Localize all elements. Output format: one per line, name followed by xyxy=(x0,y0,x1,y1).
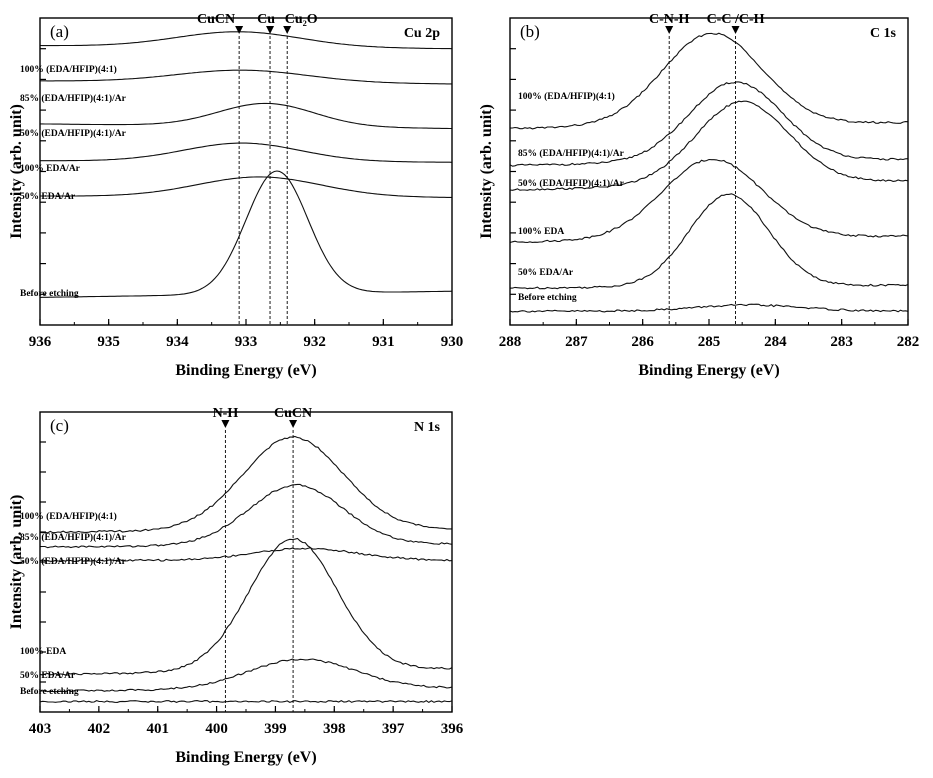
series-line-6 xyxy=(39,699,453,704)
peak-marker-2 xyxy=(266,26,275,34)
series-label-3: 50% (EDA/HFIP)(4:1)/Ar xyxy=(20,128,127,139)
panel-c: 100% (EDA/HFIP)(4:1) 85% (EDA/HFIP)(4:1)/… xyxy=(8,406,464,766)
peak-marker-1 xyxy=(235,26,244,34)
x-tick-label-7: 282 xyxy=(897,334,920,350)
series-line-3 xyxy=(40,102,452,130)
peak-marker-2 xyxy=(731,26,740,34)
peak-label-2: C-C /C-H xyxy=(707,12,765,27)
series-label-5: 50% EDA/Ar xyxy=(20,671,76,681)
panel-label: (a) xyxy=(50,22,69,41)
y-axis-title: Intensity (arb. unit) xyxy=(478,104,495,239)
x-tick-label-4: 285 xyxy=(698,334,721,350)
x-tick-label-2: 935 xyxy=(97,334,120,350)
y-axis-title: Intensity (arb. unit) xyxy=(8,104,25,239)
region-label: C 1s xyxy=(870,26,897,41)
series-label-6: Before etching xyxy=(518,293,577,303)
x-tick-label-8: 396 xyxy=(441,721,464,737)
peak-marker-1 xyxy=(221,420,230,428)
series-label-4: 100% EDA xyxy=(518,227,564,237)
x-tick-label-7: 397 xyxy=(382,721,405,737)
x-tick-label-1: 288 xyxy=(499,334,522,350)
x-tick-label-5: 932 xyxy=(303,334,326,350)
x-tick-label-3: 934 xyxy=(166,334,189,350)
series-label-2: 85% (EDA/HFIP)(4:1)/Ar xyxy=(518,148,625,159)
x-tick-label-4: 400 xyxy=(205,721,228,737)
series-label-4: 100% EDA/Ar xyxy=(20,164,81,174)
peak-label-2: Cu xyxy=(257,12,275,27)
peak-marker-1 xyxy=(665,26,674,34)
x-tick-label-6: 398 xyxy=(323,721,346,737)
peak-marker-2 xyxy=(289,420,298,428)
x-tick-label-6: 283 xyxy=(830,334,853,350)
x-axis-title: Binding Energy (eV) xyxy=(175,749,316,766)
series-label-5: 50% EDA/Ar xyxy=(518,268,574,278)
series-line-5 xyxy=(509,193,909,290)
series-label-6: Before etching xyxy=(20,687,79,697)
x-tick-label-4: 933 xyxy=(235,334,258,350)
plot-frame xyxy=(509,17,909,326)
panel-a: 100% (EDA/HFIP)(4:1) 85% (EDA/HFIP)(4:1)/… xyxy=(8,12,463,379)
x-tick-label-7: 930 xyxy=(441,334,464,350)
x-tick-label-6: 931 xyxy=(372,334,395,350)
panel-label: (b) xyxy=(520,22,540,41)
x-axis-title: Binding Energy (eV) xyxy=(175,362,316,379)
x-tick-label-2: 287 xyxy=(565,334,588,350)
x-tick-label-5: 399 xyxy=(264,721,287,737)
series-line-4 xyxy=(39,537,453,676)
series-label-1: 100% (EDA/HFIP)(4:1) xyxy=(518,91,615,102)
x-tick-label-3: 286 xyxy=(631,334,654,350)
series-line-1 xyxy=(509,32,909,130)
series-line-5 xyxy=(39,658,453,693)
x-tick-label-1: 403 xyxy=(29,721,52,737)
y-axis-title: Intensity (arb. unit) xyxy=(8,495,25,630)
series-label-3: 50% (EDA/HFIP)(4:1)/Ar xyxy=(20,556,127,567)
x-tick-label-2: 402 xyxy=(88,721,111,737)
series-label-6: Before etching xyxy=(20,289,79,299)
x-tick-label-3: 401 xyxy=(146,721,169,737)
panel-label: (c) xyxy=(50,416,69,435)
series-line-3 xyxy=(509,100,909,191)
series-line-4 xyxy=(509,158,909,244)
x-tick-label-1: 936 xyxy=(29,334,52,350)
series-line-6 xyxy=(509,303,909,313)
series-label-1: 100% (EDA/HFIP)(4:1) xyxy=(20,64,117,75)
series-line-6 xyxy=(39,170,453,298)
peak-label-3: Cu₂O xyxy=(285,12,318,27)
peak-label-2: CuCN xyxy=(274,406,312,421)
region-label: Cu 2p xyxy=(404,26,440,41)
series-line-4 xyxy=(40,142,453,163)
series-line-1 xyxy=(39,31,453,50)
series-line-2 xyxy=(39,483,453,549)
series-line-1 xyxy=(39,435,452,534)
series-label-3: 50% (EDA/HFIP)(4:1)/Ar xyxy=(518,178,625,189)
x-tick-label-5: 284 xyxy=(764,334,787,350)
series-line-3 xyxy=(39,547,453,563)
region-label: N 1s xyxy=(414,420,441,435)
series-label-2: 85% (EDA/HFIP)(4:1)/Ar xyxy=(20,532,127,543)
peak-label-1: C-N-H xyxy=(649,12,690,27)
series-label-1: 100% (EDA/HFIP)(4:1) xyxy=(20,511,117,522)
series-label-2: 85% (EDA/HFIP)(4:1)/Ar xyxy=(20,93,127,104)
x-axis-title: Binding Energy (eV) xyxy=(638,362,779,379)
peak-label-1: CuCN xyxy=(197,12,235,27)
peak-label-1: N-H xyxy=(213,406,239,421)
series-line-2 xyxy=(40,69,452,85)
series-label-5: 50% EDA/Ar xyxy=(20,192,76,202)
series-line-2 xyxy=(509,81,909,167)
series-line-5 xyxy=(40,176,452,198)
peak-marker-3 xyxy=(283,26,292,34)
panel-b: 100% (EDA/HFIP)(4:1) 85% (EDA/HFIP)(4:1)/… xyxy=(478,12,919,379)
